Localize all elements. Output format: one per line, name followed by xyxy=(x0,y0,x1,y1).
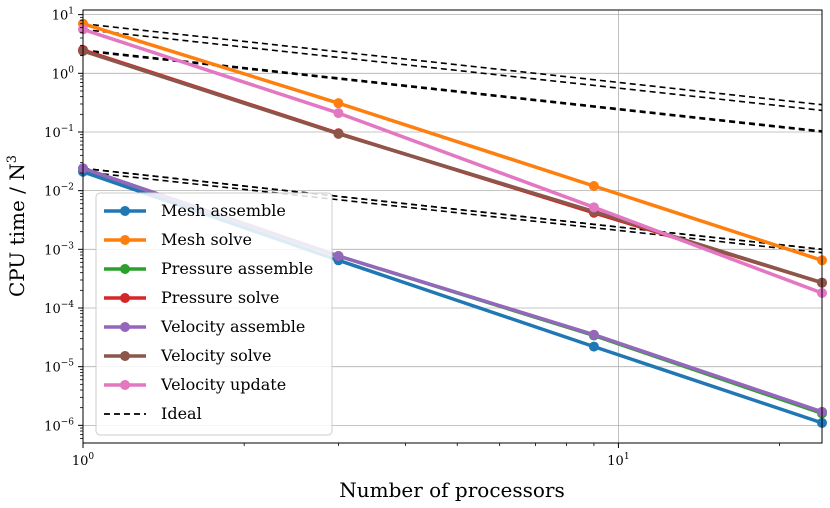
data-point xyxy=(588,329,599,340)
ideal-line xyxy=(82,22,823,106)
legend-entry: Velocity solve xyxy=(104,346,271,365)
data-point xyxy=(588,341,599,352)
legend-swatch-marker xyxy=(120,293,130,303)
y-axis-label: CPU time / N3 xyxy=(5,155,29,297)
legend-entry: Mesh assemble xyxy=(104,201,286,220)
x-tick-label: 101 xyxy=(607,452,629,469)
series-line xyxy=(82,22,823,262)
data-point xyxy=(333,108,344,119)
legend-label: Velocity assemble xyxy=(160,317,305,336)
y-tick-label: 10−6 xyxy=(44,417,74,434)
y-axis-label-exponent: 3 xyxy=(5,155,20,163)
y-tick-label: 101 xyxy=(52,7,74,24)
ideal-line xyxy=(82,28,823,112)
legend-entry: Ideal xyxy=(104,404,202,423)
data-point xyxy=(333,128,344,139)
legend-entry: Velocity assemble xyxy=(104,317,305,336)
y-axis-label-text: CPU time / N xyxy=(5,163,29,297)
y-tick-label: 10−5 xyxy=(44,359,74,376)
legend-swatch-marker xyxy=(120,206,130,216)
legend-label: Mesh solve xyxy=(161,230,252,249)
y-tick-label: 100 xyxy=(52,65,75,82)
legend-swatch-marker xyxy=(120,380,130,390)
data-point xyxy=(588,202,599,213)
legend-label: Ideal xyxy=(161,404,202,423)
legend-box xyxy=(95,192,333,436)
y-tick-label: 10−1 xyxy=(44,124,74,141)
y-tick-label: 10−4 xyxy=(44,300,74,317)
legend-label: Pressure solve xyxy=(161,288,279,307)
y-tick-label: 10−2 xyxy=(44,183,74,200)
data-point xyxy=(333,250,344,261)
legend-entry: Velocity update xyxy=(104,375,286,394)
ideal-line xyxy=(82,50,823,133)
series-line xyxy=(82,49,823,285)
ideal-line xyxy=(82,170,823,254)
series-line xyxy=(82,27,823,295)
legend-entry: Mesh solve xyxy=(104,230,252,249)
legend-label: Velocity solve xyxy=(160,346,271,365)
legend-label: Mesh assemble xyxy=(161,201,286,220)
legend-swatch-marker xyxy=(120,322,130,332)
axis-ticks: 100 101 10−6 10−5 10−4 10−3 10−2 10−1 100 101 xyxy=(44,7,781,469)
ideal-line xyxy=(82,167,823,251)
data-point xyxy=(588,181,599,192)
legend-swatch-marker xyxy=(120,351,130,361)
ideal-line xyxy=(82,49,823,132)
data-point xyxy=(333,98,344,109)
legend-swatch-marker xyxy=(120,264,130,274)
x-tick-label: 100 xyxy=(72,452,95,469)
x-axis-label: Number of processors xyxy=(339,478,565,502)
legend-swatch-marker xyxy=(120,235,130,245)
legend-entries: Mesh assemble Mesh solve Pressure assemble… xyxy=(104,201,313,423)
legend-entry: Pressure solve xyxy=(104,288,279,307)
legend-entry: Pressure assemble xyxy=(104,259,313,278)
legend-label: Pressure assemble xyxy=(161,259,313,278)
legend-label: Velocity update xyxy=(160,375,286,394)
y-tick-label: 10−3 xyxy=(44,241,74,258)
legend: Mesh assemble Mesh solve Pressure assemble… xyxy=(95,192,333,436)
plot-frame xyxy=(82,9,823,444)
